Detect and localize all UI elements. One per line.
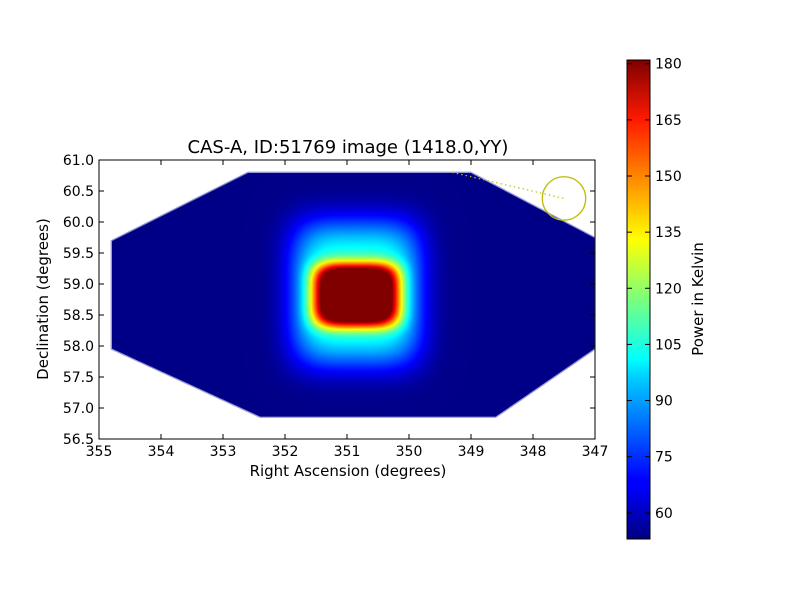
y-tick-label: 56.5 bbox=[63, 432, 94, 448]
y-tick-label: 59.0 bbox=[63, 277, 94, 293]
y-tick-label: 58.0 bbox=[63, 339, 94, 355]
footprint-outline bbox=[110, 171, 595, 418]
x-tick-label: 350 bbox=[396, 444, 423, 460]
x-tick-label: 349 bbox=[458, 444, 485, 460]
annotation-track bbox=[452, 171, 565, 200]
colorbar-tick-label: 120 bbox=[655, 281, 682, 297]
colorbar bbox=[626, 59, 651, 540]
colorbar-label: Power in Kelvin bbox=[689, 242, 707, 356]
x-tick-label: 351 bbox=[334, 444, 361, 460]
colorbar-tick-label: 60 bbox=[655, 506, 673, 522]
x-axis: 355 354 353 352 351 350 349 348 347 bbox=[86, 160, 609, 460]
y-tick-label: 60.5 bbox=[63, 184, 94, 200]
x-tick-label: 352 bbox=[272, 444, 299, 460]
colorbar-axis: 60 75 90 105 120 135 150 165 180 bbox=[627, 57, 682, 522]
y-axis-label: Declination (degrees) bbox=[34, 218, 52, 380]
colorbar-tick-label: 135 bbox=[655, 225, 682, 241]
x-tick-label: 348 bbox=[520, 444, 547, 460]
colorbar-tick-label: 150 bbox=[655, 169, 682, 185]
x-tick-label: 347 bbox=[582, 444, 609, 460]
y-tick-label: 57.0 bbox=[63, 401, 94, 417]
heatmap-image bbox=[99, 160, 595, 439]
colorbar-tick-label: 165 bbox=[655, 113, 682, 129]
y-tick-label: 57.5 bbox=[63, 370, 94, 386]
colorbar-tick-label: 75 bbox=[655, 450, 673, 466]
y-tick-label: 61.0 bbox=[63, 153, 94, 169]
chart-title: CAS-A, ID:51769 image (1418.0,YY) bbox=[188, 137, 509, 158]
colorbar-tick-label: 90 bbox=[655, 394, 673, 410]
colorbar-tick-label: 180 bbox=[655, 57, 682, 73]
x-tick-label: 354 bbox=[148, 444, 175, 460]
y-tick-label: 58.5 bbox=[63, 308, 94, 324]
x-tick-label: 353 bbox=[210, 444, 237, 460]
x-tick-label: 355 bbox=[86, 444, 113, 460]
y-axis: 56.5 57.0 57.5 58.0 58.5 59.0 59.5 60.0 60.5 61.0 bbox=[63, 153, 595, 448]
y-tick-label: 60.0 bbox=[63, 215, 94, 231]
annotation-circle bbox=[541, 176, 587, 221]
colorbar-tick-label: 105 bbox=[655, 337, 682, 353]
annotation-layer bbox=[110, 171, 595, 418]
x-axis-label: Right Ascension (degrees) bbox=[250, 462, 447, 480]
y-tick-label: 59.5 bbox=[63, 246, 94, 262]
